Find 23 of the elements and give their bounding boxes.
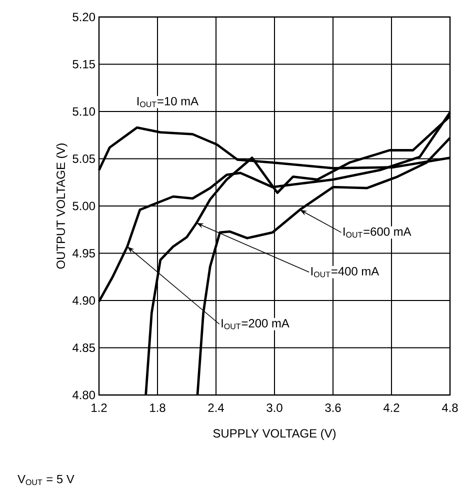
annotation: I$_{OUT}$=400 mA bbox=[311, 267, 380, 278]
annotation: I$_{OUT}$=200 mA bbox=[222, 319, 290, 330]
y-tick-label: 4.85 bbox=[72, 344, 95, 352]
x-tick-label: 2.4 bbox=[208, 404, 224, 412]
y-tick-label: 5.00 bbox=[72, 202, 96, 210]
text: V$_{OUT}$ = 5 V bbox=[18, 474, 74, 486]
x-tick-label: 1.2 bbox=[92, 404, 107, 412]
y-tick-label: 5.15 bbox=[72, 60, 95, 68]
y-tick-label: 5.20 bbox=[72, 12, 96, 22]
y-tick-label: 4.90 bbox=[72, 296, 96, 305]
y-tick-label: 4.95 bbox=[72, 249, 95, 258]
x-tick-label: 4.2 bbox=[383, 404, 400, 412]
y-axis-title: OUTPUT VOLTAGE (V) bbox=[56, 144, 68, 269]
x-tick-label: 4.8 bbox=[442, 404, 458, 412]
y-tick-label: 5.05 bbox=[72, 154, 95, 163]
y-tick-label: 4.80 bbox=[72, 390, 96, 400]
x-tick-label: 3.0 bbox=[266, 404, 282, 412]
annotation: I$_{OUT}$=600 mA bbox=[344, 227, 412, 238]
x-axis-title: SUPPLY VOLTAGE (V) bbox=[213, 428, 336, 440]
x-tick-label: 1.8 bbox=[150, 404, 166, 412]
annotation: I$_{OUT}$=10 mA bbox=[137, 96, 198, 108]
x-tick-label: 3.6 bbox=[325, 404, 341, 412]
y-tick-label: 5.10 bbox=[72, 107, 96, 116]
